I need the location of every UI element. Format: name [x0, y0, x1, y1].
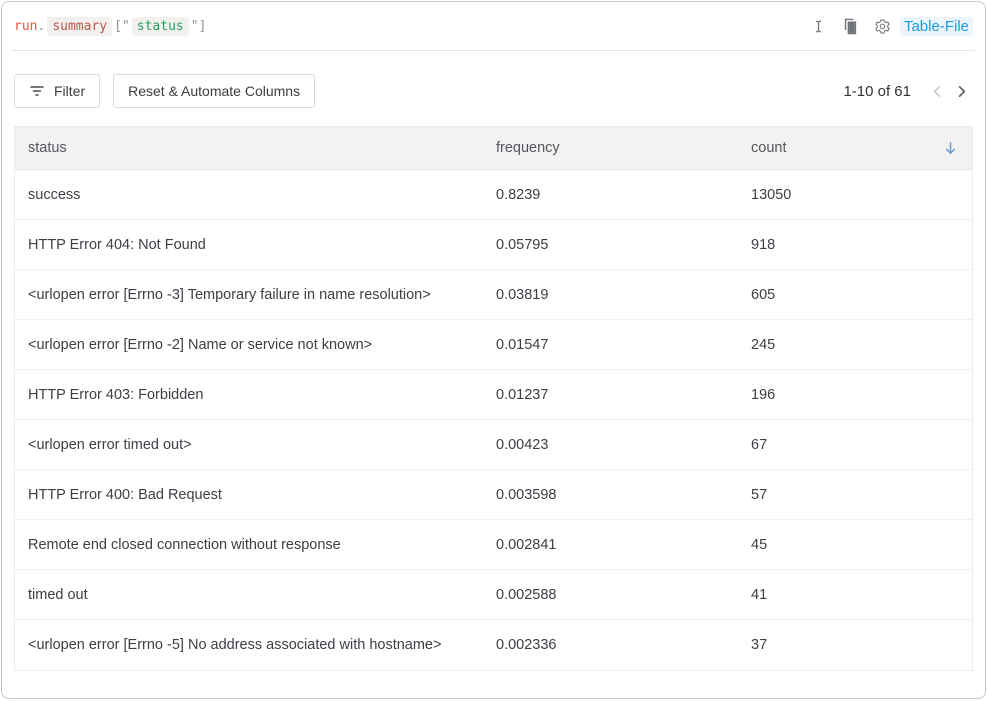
cell-status: <urlopen error [Errno -5] No address ass…	[28, 637, 442, 653]
text-cursor-icon	[810, 18, 827, 35]
table-row[interactable]: <urlopen error [Errno -3] Temporary fail…	[15, 270, 972, 320]
table-row[interactable]: success 0.8239 13050	[15, 170, 972, 220]
token-close-quote: "	[190, 18, 199, 34]
filter-button[interactable]: Filter	[14, 74, 101, 108]
cell-frequency: 0.01547	[496, 336, 549, 353]
cell-frequency: 0.002841	[496, 536, 557, 553]
cell-status: success	[28, 186, 81, 203]
status-table: status frequency count success 0.8239 1305…	[14, 126, 973, 671]
pagination: 1-10 of 61	[843, 79, 973, 103]
cell-count: 13050	[751, 186, 792, 203]
table-toolbar: Filter Reset & Automate Columns 1-10 of …	[2, 51, 985, 126]
next-page-button[interactable]	[949, 79, 973, 103]
filter-icon	[29, 84, 45, 98]
cell-count: 605	[751, 286, 776, 303]
cell-frequency: 0.00423	[496, 436, 549, 453]
table-row[interactable]: HTTP Error 400: Bad Request 0.003598 57	[15, 470, 972, 520]
cell-frequency: 0.03819	[496, 286, 549, 303]
table-header-row: status frequency count	[15, 127, 972, 170]
cell-status: timed out	[28, 586, 88, 603]
panel-settings-button[interactable]	[874, 18, 891, 35]
cell-status: Remote end closed connection without res…	[28, 536, 341, 553]
cell-frequency: 0.002588	[496, 586, 557, 603]
previous-page-button[interactable]	[925, 79, 949, 103]
cell-count: 245	[751, 336, 776, 353]
cell-count: 41	[751, 586, 768, 603]
cell-frequency: 0.05795	[496, 236, 549, 253]
cell-count: 918	[751, 236, 776, 253]
token-open-bracket: [	[114, 18, 122, 34]
token-status[interactable]: status	[131, 16, 189, 36]
pagination-range-label: 1-10 of 61	[843, 82, 911, 100]
weave-expression[interactable]: run . summary [ " status " ]	[14, 16, 207, 36]
cell-status: HTTP Error 403: Forbidden	[28, 386, 204, 403]
token-summary[interactable]: summary	[47, 16, 113, 36]
copy-icon	[842, 18, 859, 35]
token-run: run	[14, 18, 38, 34]
reset-automate-columns-label: Reset & Automate Columns	[128, 83, 301, 99]
cell-count: 57	[751, 486, 768, 503]
sort-control[interactable]	[928, 140, 972, 157]
table-row[interactable]: <urlopen error [Errno -5] No address ass…	[15, 620, 972, 670]
table-row[interactable]: HTTP Error 403: Forbidden 0.01237 196	[15, 370, 972, 420]
cell-frequency: 0.8239	[496, 186, 541, 203]
cell-status: HTTP Error 404: Not Found	[28, 236, 206, 253]
cell-count: 67	[751, 436, 768, 453]
expression-bar: run . summary [ " status " ]	[12, 2, 975, 51]
cell-count: 37	[751, 637, 768, 653]
cell-frequency: 0.003598	[496, 486, 557, 503]
cell-status: <urlopen error [Errno -2] Name or servic…	[28, 336, 373, 353]
table-row[interactable]: timed out 0.002588 41	[15, 570, 972, 620]
table-body: success 0.8239 13050 HTTP Error 404: Not Fo…	[15, 170, 972, 670]
column-header-frequency[interactable]: frequency	[496, 140, 560, 156]
copy-expression-button[interactable]	[842, 18, 859, 35]
token-open-quote: "	[121, 18, 130, 34]
table-row[interactable]: <urlopen error timed out> 0.00423 67	[15, 420, 972, 470]
table-row[interactable]: HTTP Error 404: Not Found 0.05795 918	[15, 220, 972, 270]
cell-status: HTTP Error 400: Bad Request	[28, 486, 222, 503]
filter-button-label: Filter	[54, 83, 86, 99]
table-row[interactable]: Remote end closed connection without res…	[15, 520, 972, 570]
panel-type-selector[interactable]: Table-File	[899, 16, 973, 36]
table-row[interactable]: <urlopen error [Errno -2] Name or servic…	[15, 320, 972, 370]
token-close-bracket: ]	[198, 18, 207, 34]
gear-icon	[874, 18, 891, 35]
column-header-status[interactable]: status	[28, 140, 67, 156]
edit-expression-button[interactable]	[810, 18, 827, 35]
cell-count: 196	[751, 386, 776, 403]
cell-count: 45	[751, 536, 768, 553]
cell-frequency: 0.002336	[496, 637, 557, 653]
token-dot: .	[37, 18, 46, 34]
reset-automate-columns-button[interactable]: Reset & Automate Columns	[113, 74, 316, 108]
cell-status: <urlopen error timed out>	[28, 436, 192, 453]
cell-status: <urlopen error [Errno -3] Temporary fail…	[28, 286, 431, 303]
column-header-count[interactable]: count	[751, 140, 787, 156]
sort-descending-icon	[942, 140, 959, 157]
cell-frequency: 0.01237	[496, 386, 549, 403]
